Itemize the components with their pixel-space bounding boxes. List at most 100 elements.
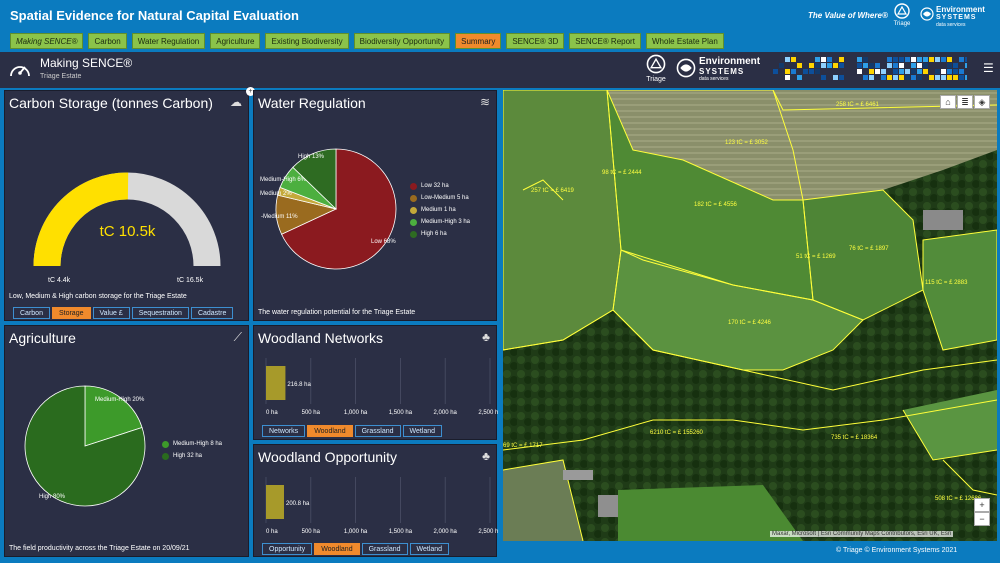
opportunity-opportunity-button[interactable]: Opportunity	[262, 543, 313, 555]
agriculture-caption: The field productivity across the Triage…	[9, 545, 190, 552]
carbon-caption: Low, Medium & High carbon storage for th…	[9, 293, 187, 300]
mosaic-tile	[899, 75, 904, 80]
carbon-carbon-button[interactable]: Carbon	[13, 307, 50, 319]
tab-biodiversity-opportunity[interactable]: Biodiversity Opportunity	[353, 33, 451, 49]
pie-slice-medium-high[interactable]	[84, 385, 143, 447]
map-field-label[interactable]: 508 tC = £ 12686	[935, 496, 982, 502]
triage-logo-icon	[894, 3, 910, 19]
mosaic-tile	[929, 75, 934, 80]
map-attribution[interactable]: Maxar, Microsoft | Esri Community Maps C…	[770, 531, 954, 537]
map-field-label[interactable]: 51 tC = £ 1269	[796, 254, 836, 260]
plus-badge-icon[interactable]: +	[246, 87, 255, 96]
x-tick-label: 2,000 ha	[434, 529, 458, 535]
pie-pct-label: Low 68%	[371, 239, 396, 245]
tab-agriculture[interactable]: Agriculture	[210, 33, 261, 49]
es-dark-line2: SYSTEMS	[699, 67, 745, 76]
satellite-map[interactable]: 258 tC = £ 6461 123 tC = £ 3052 98 tC = £ …	[503, 90, 997, 541]
map-field-label[interactable]: 98 tC = £ 2444	[602, 170, 642, 176]
carbon-button-row: Carbon Storage Value £ Sequestration Cadastr…	[13, 307, 234, 319]
carbon-value-button[interactable]: Value £	[92, 307, 130, 319]
legend-item[interactable]: High 6 ha	[410, 228, 470, 240]
home-button[interactable]: ⌂	[940, 95, 956, 109]
mosaic-tile	[869, 63, 874, 68]
legend-item[interactable]: High 32 ha	[162, 450, 222, 462]
map-field-label[interactable]: 6210 tC = £ 155260	[650, 430, 703, 436]
legend-item[interactable]: Medium-High 8 ha	[162, 438, 222, 450]
layers-button[interactable]: ◈	[974, 95, 990, 109]
mosaic-tile	[863, 63, 868, 68]
woodland-networks-button-row: Networks Woodland Grassland Wetland	[262, 425, 443, 437]
map-field-label[interactable]: 735 tC = £ 18364	[831, 435, 878, 441]
gauge-fill	[33, 172, 129, 267]
mosaic-tile	[911, 63, 916, 68]
tab-carbon[interactable]: Carbon	[88, 33, 127, 49]
map-imagery	[503, 90, 997, 541]
map-field-label[interactable]: 258 tC = £ 6461	[836, 102, 879, 108]
woodland-networks-bar-chart: 0 ha 500 ha 1,000 ha 1,500 ha 2,000 ha 2,500 …	[265, 358, 498, 416]
tab-summary[interactable]: Summary	[455, 33, 502, 49]
tab-sence-report[interactable]: SENCE® Report	[569, 33, 641, 49]
mosaic-tile	[857, 69, 862, 74]
mosaic-tile	[899, 57, 904, 62]
networks-networks-button[interactable]: Networks	[262, 425, 306, 437]
opportunity-wetland-button[interactable]: Wetland	[409, 543, 450, 555]
bar[interactable]	[266, 366, 286, 400]
mosaic-tile	[953, 63, 958, 68]
carbon-storage-button[interactable]: Storage	[51, 307, 91, 319]
pixel-mosaic-banner	[773, 57, 967, 80]
map-field-label[interactable]: 257 tC = £ 6419	[531, 188, 574, 194]
mosaic-tile	[959, 57, 964, 62]
bar[interactable]	[266, 485, 284, 519]
map-field-label[interactable]: 76 tC = £ 1897	[849, 246, 889, 252]
legend-label: Medium-High 8 ha	[173, 441, 223, 447]
pie-slice-high[interactable]	[292, 148, 337, 210]
legend-item[interactable]: Medium-High 3 ha	[410, 216, 470, 228]
map-field-label[interactable]: 115 tC = £ 2883	[925, 280, 968, 286]
carbon-cadastre-button[interactable]: Cadastre	[190, 307, 234, 319]
tab-water-regulation[interactable]: Water Regulation	[131, 33, 206, 49]
map-field-label[interactable]: 170 tC = £ 4246	[728, 320, 771, 326]
networks-grassland-button[interactable]: Grassland	[354, 425, 401, 437]
mosaic-tile	[929, 57, 934, 62]
agriculture-panel-title: Agriculture	[9, 330, 76, 346]
woodland-opportunity-button-row: Opportunity Woodland Grassland Wetland	[262, 543, 450, 555]
carbon-sequestration-button[interactable]: Sequestration	[131, 307, 189, 319]
footer-copyright: © Triage © Environment Systems 2021	[836, 547, 958, 554]
mosaic-tile	[941, 57, 946, 62]
legend-label: High 32 ha	[173, 453, 203, 459]
swirl-logo-icon	[920, 7, 934, 21]
zoom-in-button[interactable]: +	[974, 498, 990, 512]
mosaic-tile	[875, 63, 880, 68]
tab-existing-biodiversity[interactable]: Existing Biodiversity	[265, 33, 349, 49]
mosaic-tile	[863, 57, 868, 62]
mosaic-tile	[815, 69, 820, 74]
map-field-label[interactable]: 123 tC = £ 3052	[725, 140, 768, 146]
agriculture-legend: Medium-High 8 ha High 32 ha	[162, 438, 222, 462]
legend-list-button[interactable]: ≣	[957, 95, 973, 109]
opportunity-woodland-button[interactable]: Woodland	[314, 543, 360, 555]
hamburger-menu-icon[interactable]: ☰	[983, 61, 994, 75]
tab-whole-estate-plan[interactable]: Whole Estate Plan	[645, 33, 724, 49]
app-title: Spatial Evidence for Natural Capital Eva…	[10, 8, 299, 23]
map-field-label[interactable]: 69 tC = £ 1717	[503, 443, 543, 449]
networks-woodland-button[interactable]: Woodland	[307, 425, 353, 437]
legend-dot	[162, 452, 169, 460]
zoom-out-button[interactable]: −	[974, 512, 990, 526]
opportunity-grassland-button[interactable]: Grassland	[361, 543, 408, 555]
tab-sence-3d[interactable]: SENCE® 3D	[506, 33, 565, 49]
pie-slice-high[interactable]	[24, 385, 146, 507]
mosaic-tile	[791, 57, 796, 62]
cloud-co2-icon: ☁	[230, 95, 242, 109]
pie-slice-low[interactable]	[281, 148, 397, 270]
legend-item[interactable]: Medium 1 ha	[410, 204, 470, 216]
x-tick-label: 2,000 ha	[434, 410, 458, 416]
legend-item[interactable]: Low 32 ha	[410, 180, 470, 192]
networks-wetland-button[interactable]: Wetland	[402, 425, 443, 437]
mosaic-tile	[785, 75, 790, 80]
map-field-label[interactable]: 182 tC = £ 4556	[694, 202, 737, 208]
woodland-networks-title: Woodland Networks	[258, 330, 384, 346]
legend-item[interactable]: Low-Medium 5 ha	[410, 192, 470, 204]
tab-making-sence[interactable]: Making SENCE®	[10, 33, 84, 49]
legend-dot	[162, 440, 169, 448]
x-tick-label: 1,500 ha	[389, 529, 413, 535]
